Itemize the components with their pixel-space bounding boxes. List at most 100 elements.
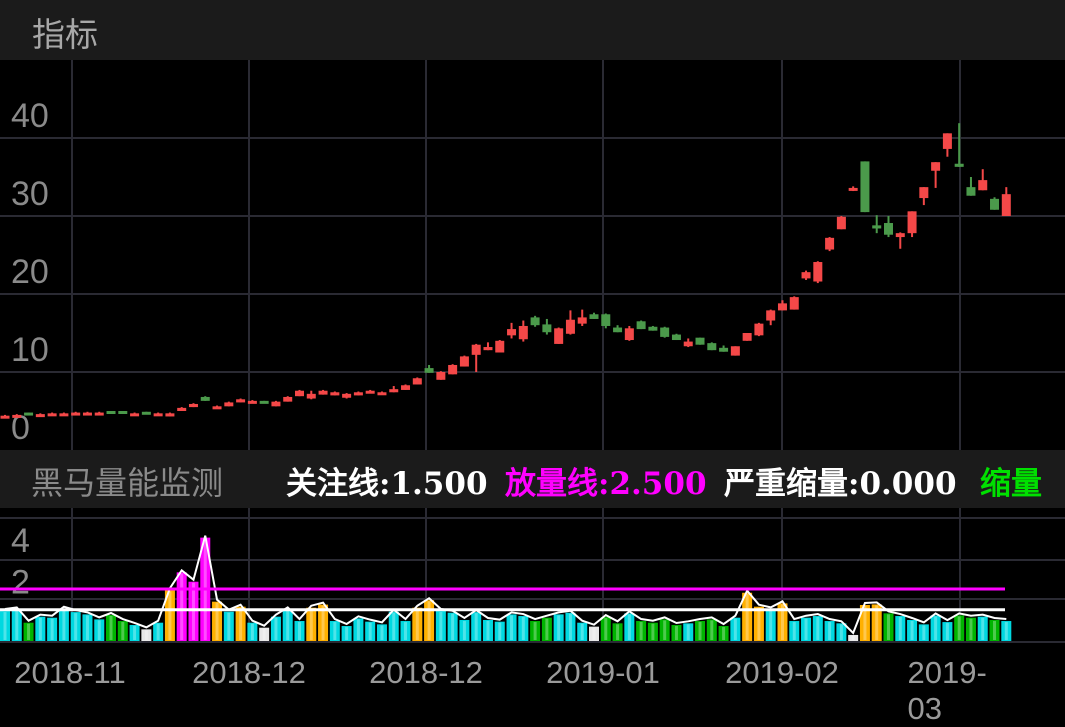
volume-bar <box>388 611 399 641</box>
volume-bar-highlight <box>568 613 572 640</box>
volume-bar-highlight <box>439 612 443 640</box>
volume-bar <box>70 612 81 641</box>
candle-down <box>954 163 964 167</box>
candle-up <box>236 399 246 403</box>
volume-bar <box>624 613 635 641</box>
volume-bar-highlight <box>451 613 455 640</box>
candle-up <box>507 329 517 336</box>
x-tick-label: 2018-12 <box>369 655 483 690</box>
volume-bar <box>129 624 140 641</box>
volume-bar-highlight <box>392 612 396 640</box>
candle-up <box>919 187 929 199</box>
candlestick-chart: 0 10 20 30 40 <box>0 60 1065 450</box>
volume-bar-highlight <box>616 624 620 640</box>
volume-bar <box>895 616 906 641</box>
candle-up <box>0 415 10 419</box>
volume-bar <box>742 592 753 641</box>
volume-bar <box>11 609 22 641</box>
volume-bar <box>47 617 58 641</box>
volume-bar-highlight <box>957 616 961 640</box>
volume-bar-highlight <box>981 617 985 640</box>
volume-bar-highlight <box>427 601 431 640</box>
candle-down <box>648 326 658 331</box>
volume-bar <box>765 609 776 641</box>
volume-bar <box>235 606 246 641</box>
volume-bar-highlight <box>910 620 914 640</box>
volume-bar-highlight <box>191 582 195 640</box>
candle-up <box>448 364 458 375</box>
candle-up <box>471 344 481 355</box>
candle-down <box>966 187 976 196</box>
volume-bar-highlight <box>239 607 243 640</box>
volume-bar-highlight <box>356 619 360 640</box>
volume-bar <box>636 621 647 641</box>
volume-bar-highlight <box>38 617 42 640</box>
volume-surge-line-label: 放量线:2.500 <box>505 466 707 502</box>
volume-bar-highlight <box>156 623 160 640</box>
volume-bar <box>553 614 564 641</box>
volume-bar <box>247 622 258 641</box>
volume-bar-highlight <box>486 620 490 640</box>
candle-up <box>82 412 92 416</box>
indicator-header: 黑马量能监测 关注线:1.500 放量线:2.500 严重缩量:0.000 缩量 <box>0 450 1065 508</box>
y-tick-label: 0 <box>11 409 30 447</box>
candle-up <box>495 340 505 353</box>
candle-up <box>188 403 198 408</box>
candle-up <box>895 233 905 238</box>
volume-bar-highlight <box>333 622 337 640</box>
volume-bar-highlight <box>121 622 125 640</box>
candle-down <box>259 400 269 404</box>
volume-bar <box>212 601 223 641</box>
volume-bar-highlight <box>462 620 466 640</box>
volume-bar <box>365 621 376 641</box>
volume-bar-highlight <box>757 607 761 640</box>
volume-bar <box>188 581 199 641</box>
candle-down <box>990 198 1000 210</box>
volume-bar-highlight <box>309 608 313 640</box>
volume-bar <box>259 627 270 641</box>
candle-up <box>683 341 693 347</box>
candle-down <box>719 347 729 352</box>
candle-down <box>24 412 34 416</box>
volume-bar-highlight <box>945 623 949 640</box>
candle-down <box>660 327 670 337</box>
volume-bar-highlight <box>922 625 926 640</box>
indicator-tab-title[interactable]: 指标 <box>32 15 98 54</box>
volume-bar-highlight <box>533 622 537 640</box>
volume-bar <box>494 621 505 641</box>
candle-down <box>106 411 116 414</box>
volume-bar-highlight <box>816 617 820 640</box>
volume-bar <box>824 621 835 641</box>
candle-down <box>695 337 705 345</box>
candle-up <box>931 162 941 171</box>
volume-bar-highlight <box>286 610 290 640</box>
volume-bar <box>577 622 588 641</box>
x-tick-label: 2019-01 <box>546 655 660 690</box>
volume-bar-highlight <box>851 635 855 640</box>
volume-bar <box>353 618 364 641</box>
volume-bar-highlight <box>215 602 219 640</box>
volume-bar <box>612 623 623 641</box>
candle-up <box>483 347 493 351</box>
candle-up <box>165 413 175 417</box>
candle-down <box>542 324 552 333</box>
candle-up <box>283 396 293 402</box>
volume-bar <box>659 619 670 641</box>
volume-bar-highlight <box>380 625 384 640</box>
candle-up <box>730 346 740 356</box>
candle-up <box>12 414 22 418</box>
volume-bar <box>153 622 164 641</box>
candle-up <box>94 412 104 416</box>
volume-bar <box>907 619 918 641</box>
volume-bar-highlight <box>345 627 349 640</box>
candle-down <box>601 314 611 326</box>
y-tick-label: 4 <box>11 522 30 560</box>
volume-bar-highlight <box>510 615 514 640</box>
y-tick-label: 10 <box>11 331 49 369</box>
candle-up <box>565 319 575 334</box>
candle-up <box>224 402 234 407</box>
y-tick-label: 30 <box>11 175 49 213</box>
candle-up <box>318 390 328 395</box>
volume-bar-highlight <box>474 613 478 640</box>
indicator-name[interactable]: 黑马量能监测 <box>31 464 224 502</box>
